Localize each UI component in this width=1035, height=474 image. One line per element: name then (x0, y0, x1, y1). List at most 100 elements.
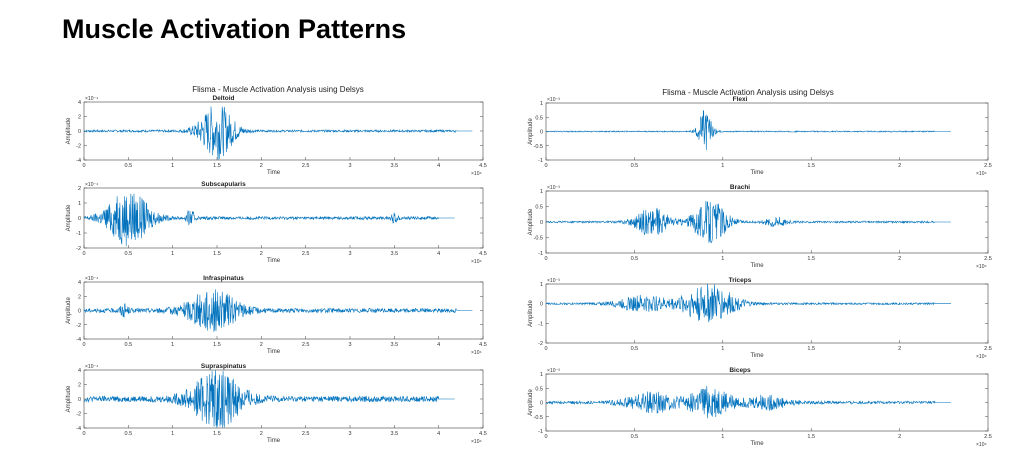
y-exponent: ×10⁻³ (547, 97, 560, 103)
x-tick-label: 1 (721, 434, 724, 440)
x-tick-label: 2 (260, 431, 263, 437)
y-tick-label: 1 (540, 372, 543, 378)
x-tick-label: 2.5 (984, 163, 992, 169)
x-tick-label: 0 (82, 251, 85, 257)
x-tick-label: 2.5 (984, 434, 992, 440)
y-exponent: ×10⁻⁴ (85, 182, 98, 188)
x-tick-label: 4.5 (479, 163, 487, 169)
x-exponent: ×10⁴ (976, 171, 987, 177)
x-tick-label: 1 (721, 346, 724, 352)
x-axis-label: Time (267, 438, 281, 444)
x-tick-label: 1.5 (213, 163, 221, 169)
x-tick-label: 3.5 (391, 251, 399, 257)
y-tick-label: -1 (538, 321, 543, 327)
panel-title: Supraspinatus (201, 363, 247, 370)
y-tick-label: -1 (538, 251, 543, 257)
x-exponent: ×10⁴ (471, 259, 482, 265)
x-tick-label: 4 (437, 431, 440, 437)
x-tick-label: 4.5 (479, 342, 487, 348)
x-tick-label: 2.5 (984, 346, 992, 352)
y-tick-label: -2 (538, 341, 543, 347)
x-axis-label: Time (267, 258, 281, 264)
x-axis-label: Time (750, 353, 764, 359)
panel-title: Biceps (729, 367, 751, 374)
panel-title: Flexi (733, 96, 748, 103)
x-tick-label: 0.5 (125, 431, 133, 437)
y-axis-label: Amplitude (528, 118, 534, 145)
y-tick-label: -2 (76, 323, 81, 329)
x-tick-label: 0.5 (125, 251, 133, 257)
x-axis-label: Time (750, 441, 764, 447)
emg-signal-line (83, 106, 457, 160)
x-tick-label: 4.5 (479, 431, 487, 437)
emg-signal-line (83, 289, 457, 332)
x-tick-label: 2.5 (984, 256, 992, 262)
y-tick-label: 0 (78, 309, 81, 315)
x-tick-label: 1.5 (213, 431, 221, 437)
x-tick-label: 0 (544, 256, 547, 262)
figure-1: Flisma - Muscle Activation Analysis usin… (66, 85, 487, 445)
y-tick-label: -4 (76, 158, 81, 164)
x-tick-label: 0 (544, 346, 547, 352)
x-tick-label: 1.5 (213, 251, 221, 257)
x-tick-label: 2.5 (302, 163, 310, 169)
x-tick-label: 1.5 (807, 434, 815, 440)
y-tick-label: 4 (78, 100, 81, 106)
x-tick-label: 1 (171, 163, 174, 169)
y-axis-label: Amplitude (66, 204, 72, 231)
x-tick-label: 0 (544, 163, 547, 169)
emg-signal-line (545, 110, 936, 151)
y-tick-label: 1 (540, 189, 543, 195)
y-tick-label: 0 (78, 397, 81, 403)
x-tick-label: 3.5 (391, 431, 399, 437)
x-tick-label: 1.5 (213, 342, 221, 348)
y-tick-label: 2 (78, 115, 81, 121)
y-tick-label: 4 (78, 368, 81, 374)
y-tick-label: -0.5 (534, 236, 543, 242)
x-exponent: ×10⁴ (471, 350, 482, 356)
y-axis-label: Amplitude (528, 300, 534, 327)
x-exponent: ×10⁴ (471, 171, 482, 177)
y-tick-label: 2 (78, 383, 81, 389)
y-axis-label: Amplitude (528, 208, 534, 235)
x-tick-label: 2 (898, 346, 901, 352)
x-axis-label: Time (750, 170, 764, 176)
y-tick-label: 2 (78, 294, 81, 300)
x-tick-label: 2.5 (302, 251, 310, 257)
y-exponent: ×10⁻⁴ (85, 364, 98, 370)
x-tick-label: 2.5 (302, 431, 310, 437)
x-tick-label: 2 (898, 434, 901, 440)
emg-signal-line (545, 385, 936, 419)
x-tick-label: 4.5 (479, 251, 487, 257)
x-tick-label: 0.5 (125, 342, 133, 348)
y-tick-label: -1 (538, 158, 543, 164)
figure-2: Flisma - Muscle Activation Analysis usin… (528, 88, 992, 448)
y-tick-label: 1 (540, 101, 543, 107)
x-exponent: ×10⁴ (471, 439, 482, 445)
y-tick-label: -0.5 (534, 144, 543, 150)
x-tick-label: 0 (544, 434, 547, 440)
x-exponent: ×10⁴ (976, 354, 987, 360)
x-tick-label: 3 (348, 163, 351, 169)
panel-title: Triceps (729, 277, 752, 284)
x-tick-label: 2 (260, 342, 263, 348)
x-tick-label: 2.5 (302, 342, 310, 348)
x-tick-label: 3 (348, 251, 351, 257)
y-tick-label: -2 (76, 144, 81, 150)
x-axis-label: Time (750, 263, 764, 269)
y-tick-label: -2 (76, 246, 81, 252)
x-tick-label: 0.5 (125, 163, 133, 169)
y-tick-label: -0.5 (534, 415, 543, 421)
x-exponent: ×10⁴ (976, 264, 987, 270)
x-tick-label: 1 (171, 251, 174, 257)
y-axis-label: Amplitude (66, 297, 72, 324)
y-tick-label: 0 (540, 220, 543, 226)
